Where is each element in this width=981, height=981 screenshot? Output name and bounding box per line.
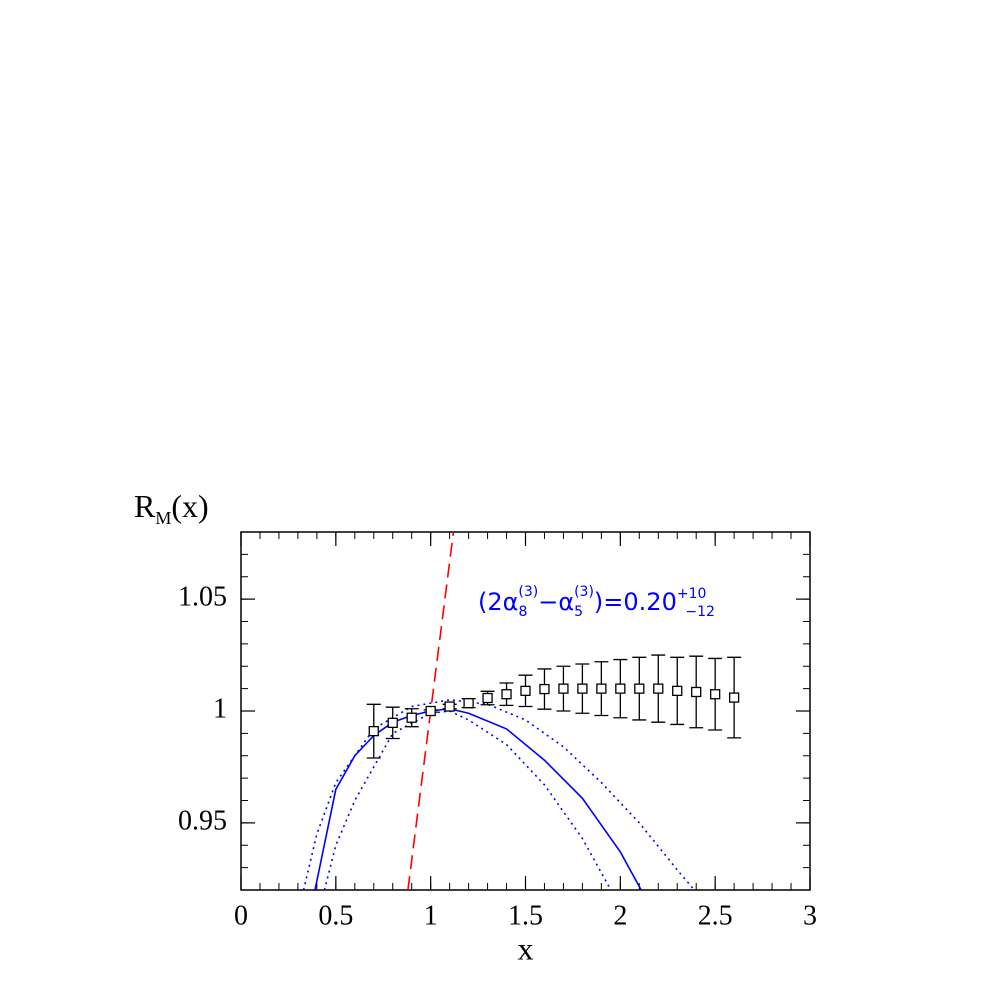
x-tick-label: 3 bbox=[803, 900, 817, 931]
x-tick-label: 1.5 bbox=[508, 900, 543, 931]
data-point bbox=[368, 725, 379, 737]
annotation-part: 8 bbox=[518, 604, 527, 620]
x-tick-label: 2 bbox=[613, 900, 627, 931]
data-point bbox=[653, 683, 664, 694]
y-label-part: M bbox=[155, 508, 171, 528]
annotation: (2α8(3)−α5(3))=0.20+10 −12 bbox=[478, 584, 715, 620]
data-point bbox=[520, 685, 531, 697]
data-point bbox=[710, 689, 721, 700]
curve bbox=[323, 710, 612, 890]
plot-layer bbox=[302, 532, 742, 890]
y-tick-label: 1 bbox=[213, 693, 227, 724]
data-point bbox=[539, 683, 550, 695]
data-point bbox=[615, 683, 626, 694]
x-tick-label: 1 bbox=[424, 900, 438, 931]
y-tick-label: 1.05 bbox=[178, 582, 227, 613]
data-point bbox=[425, 705, 436, 717]
curve bbox=[314, 707, 642, 890]
x-tick-label: 2.5 bbox=[698, 900, 733, 931]
annotation-part: (3) bbox=[518, 584, 538, 600]
data-point bbox=[728, 692, 740, 703]
data-point bbox=[406, 712, 417, 723]
data-point bbox=[672, 685, 683, 697]
annotation-part: (2α bbox=[478, 588, 518, 616]
annotation-part: (3) bbox=[574, 584, 594, 600]
y-label-part: (x) bbox=[171, 488, 208, 524]
annotation-part: 5 bbox=[574, 604, 583, 620]
data-point bbox=[501, 689, 512, 700]
data-point bbox=[596, 683, 607, 694]
annotation-part: +10 bbox=[677, 586, 707, 602]
curve bbox=[302, 699, 695, 890]
y-axis-label: RM(x) bbox=[134, 488, 209, 528]
data-point bbox=[577, 683, 588, 694]
y-tick-label: 0.95 bbox=[178, 805, 227, 836]
y-label-part: R bbox=[134, 488, 156, 524]
data-point bbox=[558, 683, 569, 694]
x-axis-label: x bbox=[518, 930, 534, 966]
x-tick-label: 0.5 bbox=[318, 900, 353, 931]
data-point bbox=[463, 698, 474, 709]
data-point bbox=[444, 701, 455, 712]
annotation-part: )=0.20 bbox=[594, 588, 677, 616]
data-point bbox=[634, 683, 645, 694]
data-point bbox=[482, 692, 493, 704]
annotation-part: −α bbox=[538, 588, 574, 616]
annotation-part: −12 bbox=[685, 604, 715, 620]
x-tick-label: 0 bbox=[234, 900, 248, 931]
data-point bbox=[691, 686, 702, 698]
data-point bbox=[387, 717, 398, 729]
